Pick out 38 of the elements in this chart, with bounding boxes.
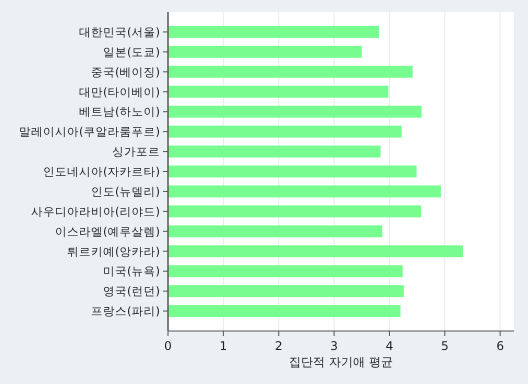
x-tick-label: 2 bbox=[274, 339, 283, 353]
bar bbox=[168, 166, 417, 178]
bar bbox=[168, 305, 401, 318]
x-axis-title: 집단적 자기애 평균 bbox=[289, 355, 393, 369]
bar bbox=[168, 285, 404, 298]
bar bbox=[168, 26, 379, 38]
bar bbox=[168, 106, 422, 118]
bar bbox=[168, 265, 403, 278]
y-tick-label: 일본(도쿄) bbox=[103, 44, 160, 59]
bar bbox=[168, 205, 421, 218]
y-tick-label: 영국(런던) bbox=[103, 284, 160, 298]
y-tick-label: 싱가포르 bbox=[112, 144, 160, 159]
bar bbox=[168, 126, 402, 138]
x-tick-label: 4 bbox=[386, 339, 394, 353]
y-tick-label: 인도네시아(자카르타) bbox=[43, 164, 160, 178]
bar bbox=[168, 245, 464, 258]
bar bbox=[168, 146, 381, 158]
y-tick-label: 대한민국(서울) bbox=[79, 24, 160, 39]
x-tick-label: 3 bbox=[330, 339, 338, 353]
bar bbox=[168, 185, 441, 198]
y-tick-label: 대만(타이베이) bbox=[79, 84, 160, 99]
y-tick-label: 이스라엘(예루살렘) bbox=[55, 224, 160, 238]
y-tick-label: 사우디아라비아(리야드) bbox=[31, 204, 160, 218]
y-tick-label: 말레이시아(쿠알라룸푸르) bbox=[19, 124, 160, 139]
x-tick-label: 0 bbox=[164, 339, 172, 353]
bar bbox=[168, 225, 382, 238]
y-tick-label: 튀르키예(앙카라) bbox=[67, 244, 160, 258]
y-tick-label: 프랑스(파리) bbox=[91, 304, 160, 318]
x-tick-label: 1 bbox=[220, 339, 228, 353]
bar bbox=[168, 46, 362, 58]
bar bbox=[168, 86, 388, 98]
bar bbox=[168, 66, 413, 78]
y-tick-label: 베트남(하노이) bbox=[79, 104, 160, 119]
x-tick-label: 6 bbox=[496, 339, 504, 353]
y-tick-label: 중국(베이징) bbox=[91, 64, 160, 79]
y-tick-label: 인도(뉴델리) bbox=[91, 184, 160, 198]
x-tick-label: 5 bbox=[440, 339, 449, 353]
y-tick-label: 미국(뉴욕) bbox=[103, 264, 160, 278]
